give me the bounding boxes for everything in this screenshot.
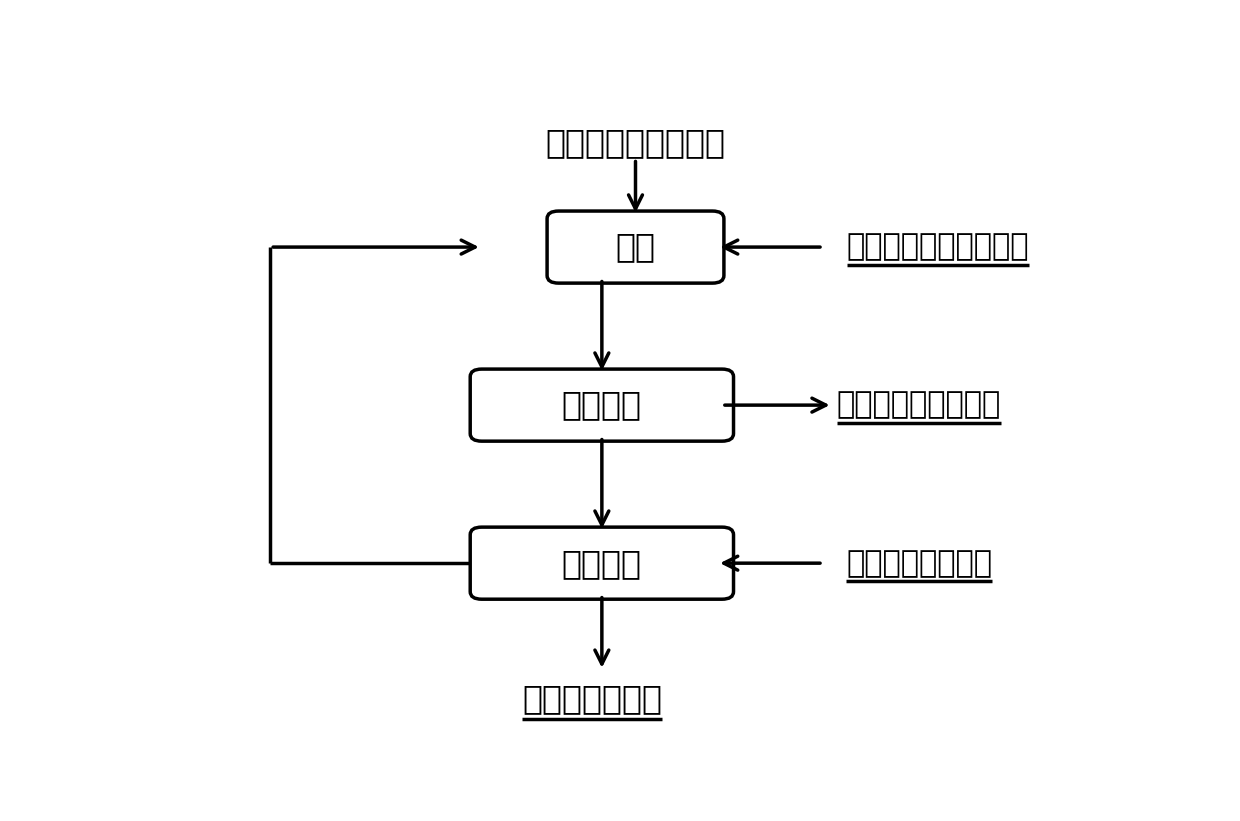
Text: 通过柱体: 通过柱体 bbox=[562, 388, 642, 422]
Text: 含有反萃剂的水相: 含有反萃剂的水相 bbox=[846, 548, 992, 578]
FancyBboxPatch shape bbox=[470, 369, 734, 441]
Text: 含有金属的酸水溶液: 含有金属的酸水溶液 bbox=[546, 126, 725, 159]
Text: 柱体: 柱体 bbox=[615, 231, 656, 264]
Text: 吸附剂或浸渍吸附材料: 吸附剂或浸渍吸附材料 bbox=[847, 232, 1029, 262]
Text: 含有其他金属的水相: 含有其他金属的水相 bbox=[837, 391, 1001, 420]
FancyBboxPatch shape bbox=[547, 211, 724, 283]
Text: 目标金属的水相: 目标金属的水相 bbox=[522, 682, 662, 716]
Text: 通过柱体: 通过柱体 bbox=[562, 547, 642, 580]
FancyBboxPatch shape bbox=[470, 527, 734, 599]
